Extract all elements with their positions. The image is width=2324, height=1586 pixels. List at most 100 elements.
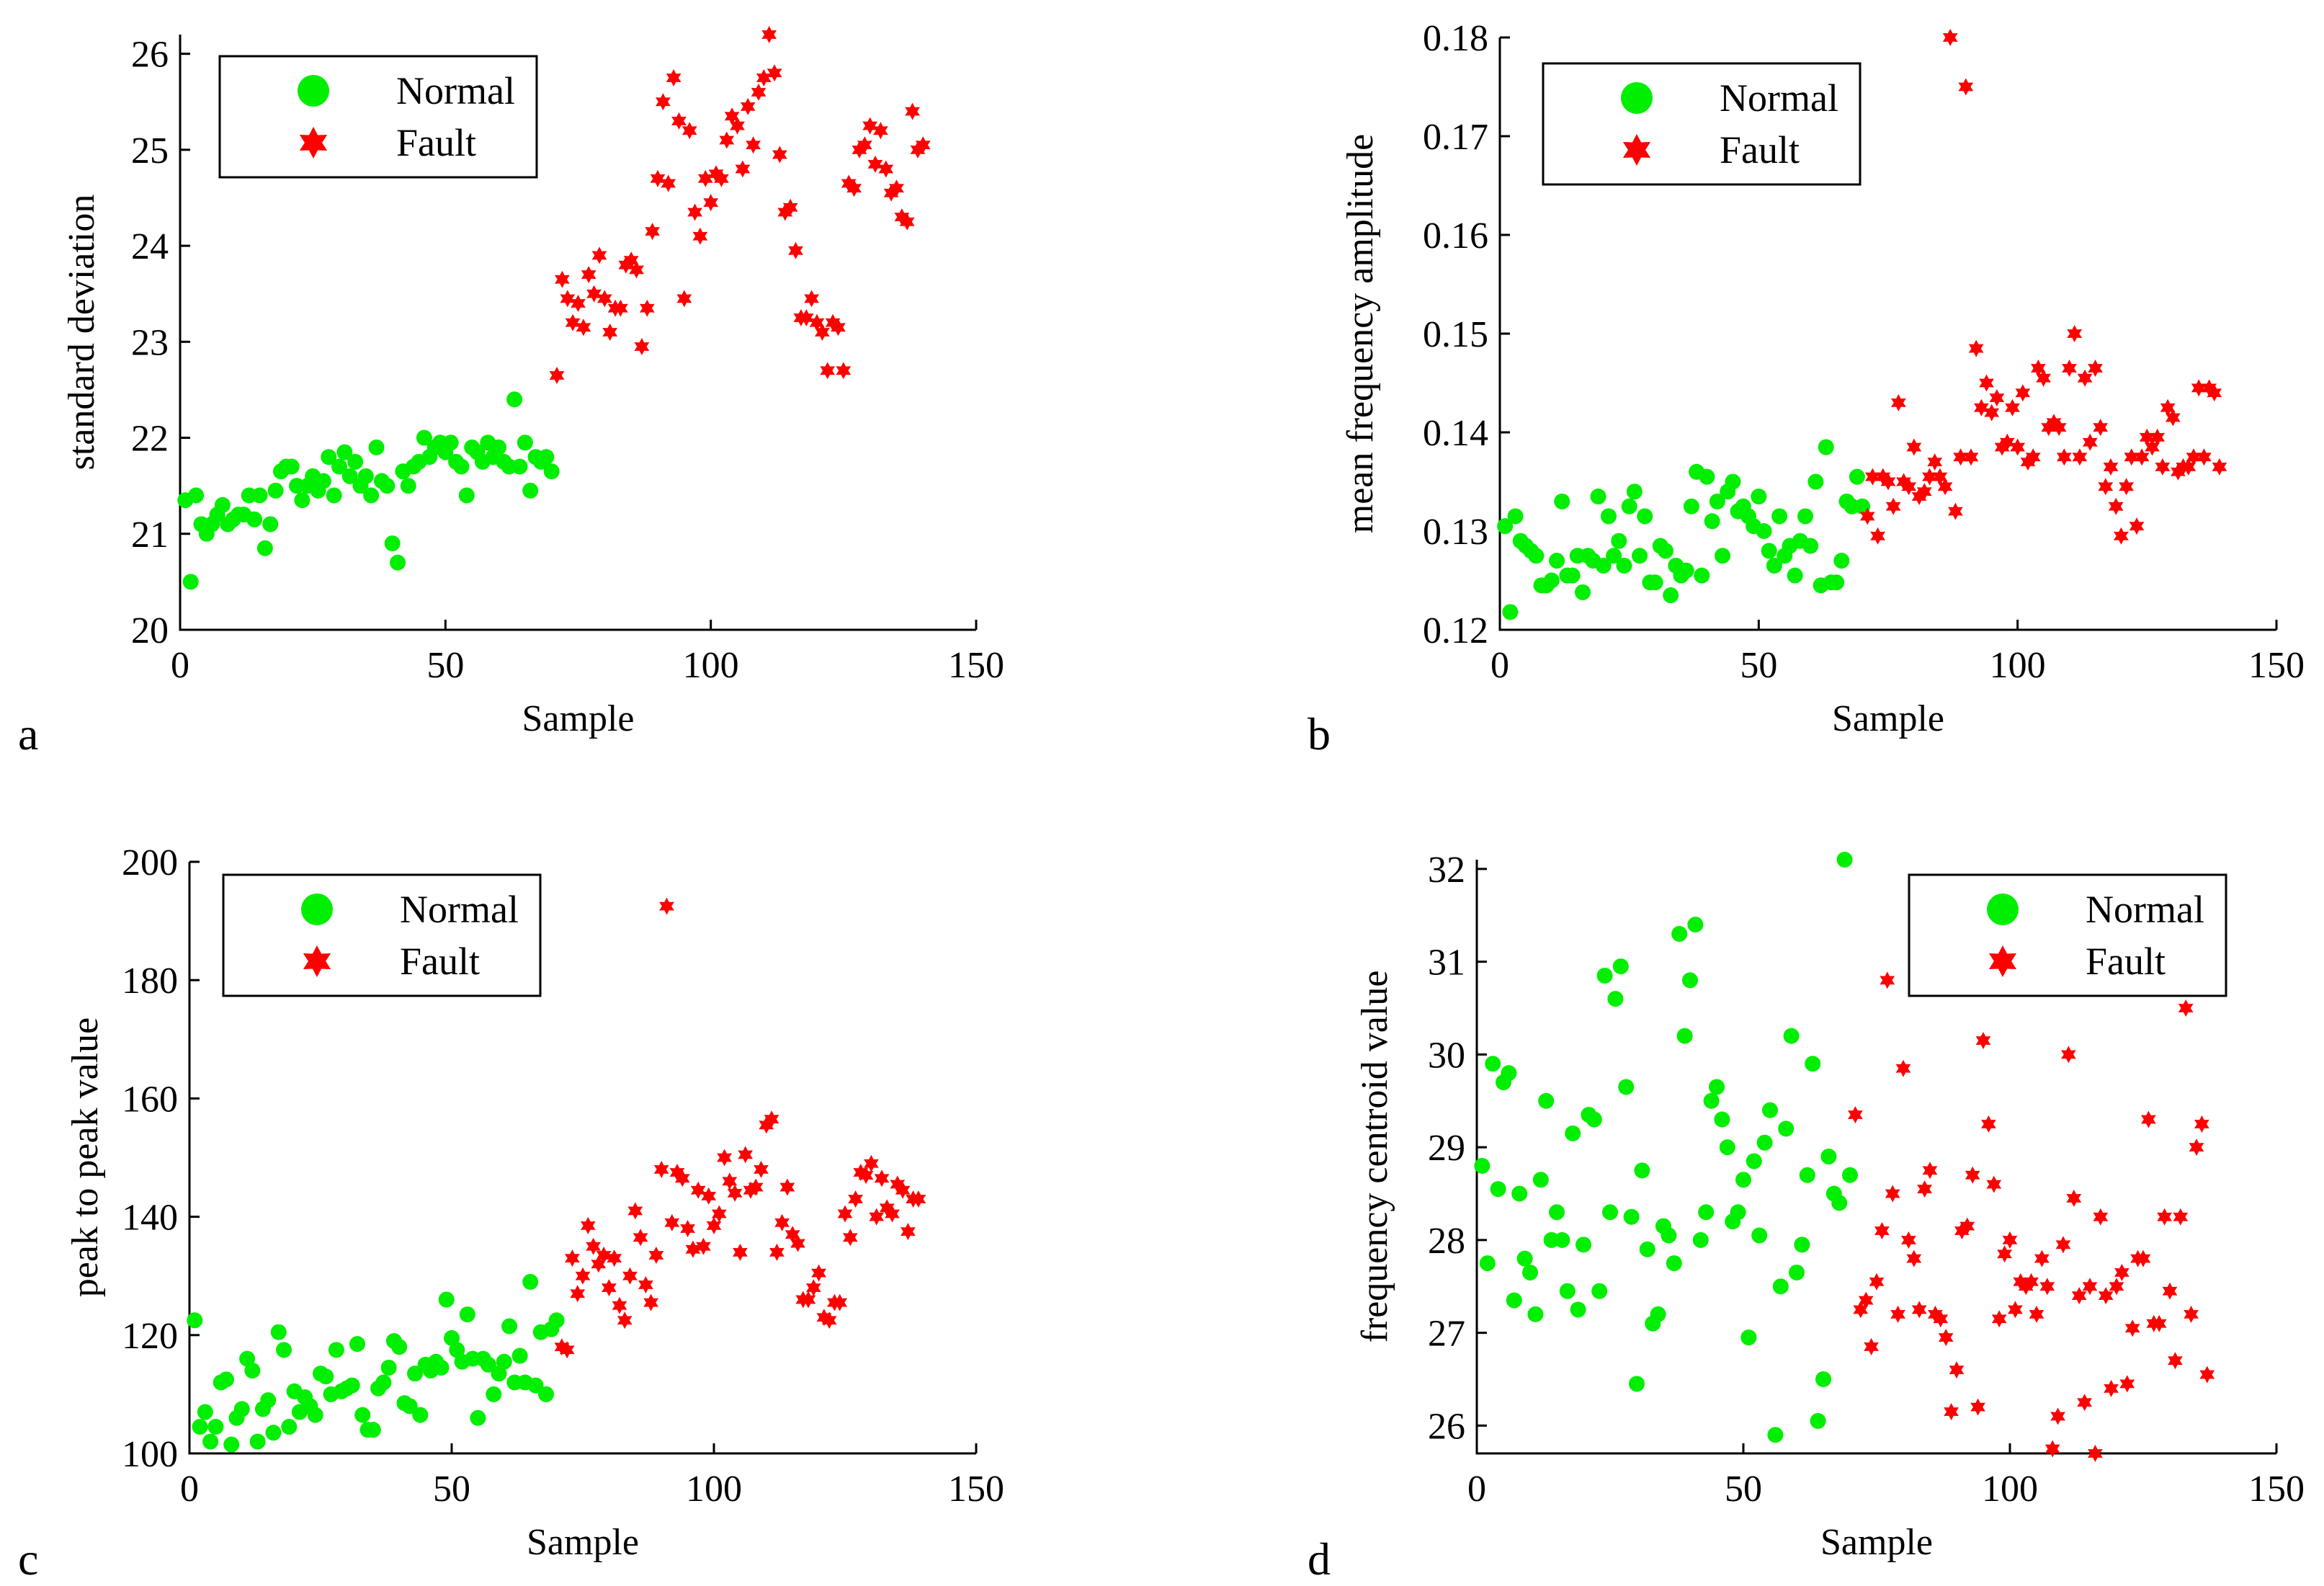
x-tick-label: 100 — [1990, 645, 2046, 686]
normal-point — [354, 1407, 371, 1423]
fault-point — [759, 1116, 774, 1134]
fault-point — [2061, 1046, 2076, 1064]
normal-point — [341, 468, 358, 484]
y-axis-label: mean frequency amplitude — [1340, 134, 1381, 533]
fault-point — [782, 198, 798, 216]
normal-point — [1606, 548, 1622, 564]
fault-point — [2024, 1273, 2039, 1291]
fault-point — [1906, 438, 1922, 456]
x-axis-label: Sample — [1832, 698, 1944, 739]
fault-point — [1949, 1361, 1965, 1379]
normal-point — [1607, 991, 1624, 1007]
fault-point — [664, 1213, 680, 1231]
normal-point — [326, 487, 342, 504]
fault-point — [2082, 1278, 2098, 1296]
fault-point — [767, 64, 782, 82]
y-tick-label: 140 — [122, 1198, 178, 1239]
fault-point — [841, 174, 857, 192]
y-tick-label: 180 — [122, 961, 178, 1002]
fault-point — [2050, 1407, 2065, 1425]
x-tick-label: 100 — [686, 1469, 742, 1510]
fault-point — [1880, 971, 1895, 989]
fault-point — [2031, 360, 2046, 377]
normal-point — [267, 482, 284, 499]
fault-point — [811, 1264, 826, 1282]
normal-point — [265, 1425, 282, 1441]
fault-point — [774, 1213, 790, 1231]
x-axis-label: Sample — [527, 1522, 639, 1563]
normal-point — [459, 1306, 475, 1323]
fault-point — [857, 136, 872, 154]
normal-point — [218, 1371, 234, 1388]
fault-point — [2103, 458, 2119, 476]
normal-point — [1746, 1153, 1762, 1170]
fault-point — [1959, 1217, 1975, 1235]
fault-point — [815, 324, 830, 341]
fault-point — [2114, 527, 2129, 545]
legend-normal-label: Normal — [400, 888, 519, 931]
fault-point — [1942, 29, 1958, 46]
y-tick-label: 0.13 — [1423, 512, 1488, 553]
fault-point — [1928, 1305, 1943, 1323]
fault-point — [586, 285, 602, 303]
fault-point — [575, 1267, 591, 1285]
normal-point — [1778, 1121, 1795, 1137]
fault-point — [727, 1184, 743, 1202]
normal-point — [1611, 533, 1627, 549]
y-tick-label: 30 — [1428, 1035, 1465, 1076]
normal-point — [1506, 1292, 1522, 1309]
y-tick-label: 200 — [122, 842, 178, 883]
normal-point — [511, 458, 528, 475]
fault-point — [1963, 448, 1979, 466]
fault-point — [591, 246, 607, 264]
fault-point — [906, 1190, 921, 1208]
normal-point — [207, 1419, 224, 1435]
fault-point — [2129, 517, 2145, 535]
fault-point — [772, 146, 787, 164]
fault-point — [623, 251, 639, 269]
fault-point — [607, 299, 623, 317]
fault-point — [612, 1296, 627, 1314]
fault-point — [2071, 1287, 2087, 1305]
fault-point — [1916, 483, 1932, 501]
normal-point — [336, 444, 353, 460]
normal-point — [527, 1377, 544, 1394]
fault-point — [2077, 1394, 2092, 1412]
normal-point — [331, 458, 347, 475]
fault-point — [1997, 1245, 2012, 1263]
fault-point — [869, 1208, 885, 1226]
normal-point — [1576, 1237, 1591, 1253]
y-tick-label: 22 — [131, 419, 169, 460]
normal-point — [511, 1347, 528, 1364]
normal-point — [1678, 562, 1694, 579]
fault-point — [706, 1216, 722, 1234]
fault-point — [653, 1160, 669, 1178]
legend-normal-marker — [1987, 894, 2019, 925]
normal-point — [1836, 852, 1853, 868]
fault-point — [915, 136, 931, 154]
normal-point — [1756, 523, 1772, 539]
fault-point — [798, 309, 814, 326]
normal-point — [1751, 489, 1767, 505]
legend-box — [218, 55, 538, 179]
fault-point — [2093, 419, 2108, 437]
fault-point — [580, 1216, 596, 1234]
normal-point — [281, 1419, 298, 1435]
fault-point — [1890, 1305, 1905, 1323]
x-tick-label: 0 — [1491, 645, 1509, 686]
fault-point — [602, 324, 618, 341]
fault-point — [1853, 1301, 1869, 1319]
x-tick-label: 150 — [2248, 645, 2305, 686]
normal-point — [188, 487, 205, 504]
fault-point — [2055, 1236, 2071, 1254]
fault-point — [2046, 414, 2062, 432]
fault-point — [633, 1229, 648, 1247]
fault-point — [2155, 458, 2171, 476]
normal-point — [202, 1433, 219, 1450]
fault-point — [873, 122, 888, 140]
fault-point — [1999, 433, 2015, 451]
fault-point — [764, 1110, 779, 1128]
x-axis-label: Sample — [1820, 1522, 1933, 1563]
y-tick-label: 26 — [1428, 1406, 1465, 1447]
normal-point — [239, 1350, 256, 1367]
